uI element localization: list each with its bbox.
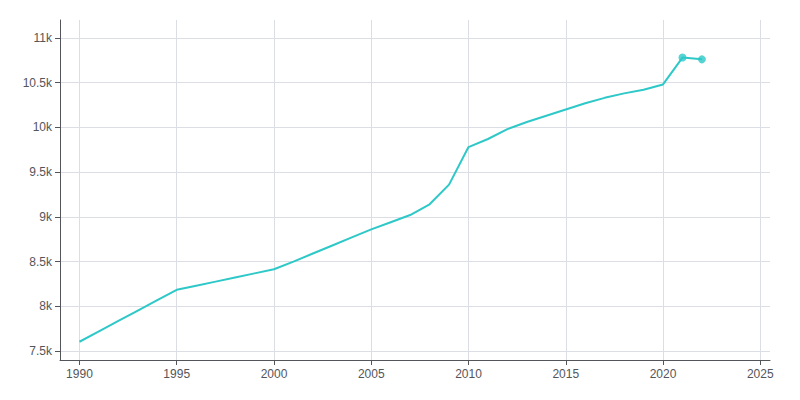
svg-text:2025: 2025 bbox=[747, 367, 774, 381]
svg-text:10k: 10k bbox=[33, 120, 53, 134]
svg-text:2000: 2000 bbox=[261, 367, 288, 381]
svg-text:7.5k: 7.5k bbox=[29, 344, 53, 358]
svg-text:2010: 2010 bbox=[455, 367, 482, 381]
svg-text:2020: 2020 bbox=[650, 367, 677, 381]
svg-text:1990: 1990 bbox=[66, 367, 93, 381]
svg-text:11k: 11k bbox=[34, 31, 53, 45]
svg-text:9.5k: 9.5k bbox=[29, 165, 53, 179]
svg-text:2015: 2015 bbox=[552, 367, 579, 381]
svg-text:9k: 9k bbox=[39, 210, 53, 224]
svg-text:1995: 1995 bbox=[163, 367, 190, 381]
svg-text:8k: 8k bbox=[39, 299, 53, 313]
svg-text:2005: 2005 bbox=[358, 367, 385, 381]
svg-text:10.5k: 10.5k bbox=[23, 76, 53, 90]
svg-text:8.5k: 8.5k bbox=[29, 255, 53, 269]
